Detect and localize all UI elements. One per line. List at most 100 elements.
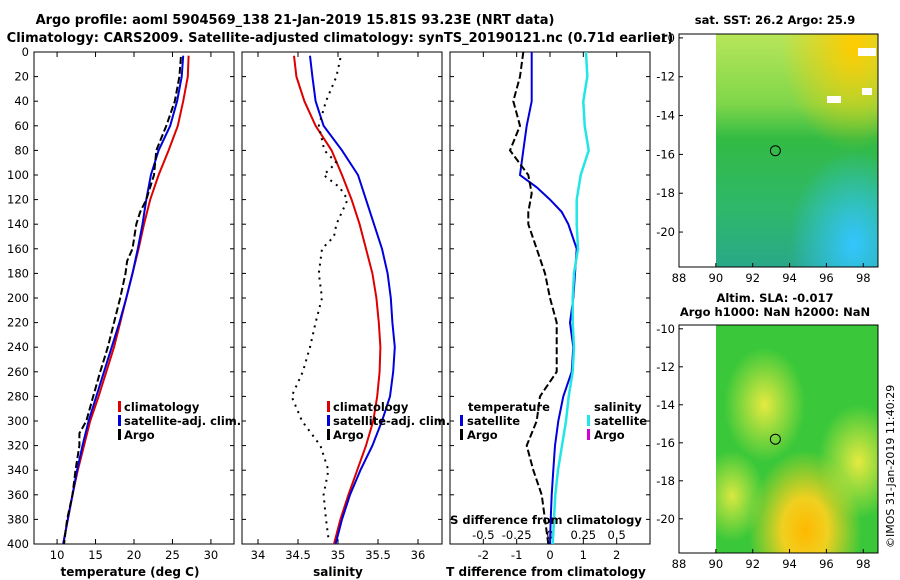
y-tick-label: 380: [7, 512, 29, 526]
x2-tick-label: 0.25: [571, 528, 597, 542]
map-x-tick-label: 96: [819, 271, 834, 285]
x-tick-label: 34: [251, 548, 266, 562]
y-tick-label: 340: [7, 463, 29, 477]
x2-tick-label: -0.25: [502, 528, 532, 542]
y-tick-label: 20: [14, 70, 29, 84]
difference-plot-frame: [449, 51, 651, 545]
sst-map: [678, 33, 879, 268]
legend-satellite: satellite-adj. clim.: [333, 414, 450, 428]
legend-swatch-satellite: [118, 415, 121, 426]
series-line-argo: [63, 56, 182, 545]
x-tick-label: 20: [127, 548, 142, 562]
legend-s-argo: Argo: [594, 428, 625, 442]
series-line-temperature-argo: [508, 51, 558, 545]
salinity-x-label: salinity: [313, 565, 363, 579]
legend-swatch-t-argo: [460, 429, 463, 440]
temperature-plot-frame: [33, 51, 235, 545]
legend-swatch-s-satellite: [587, 415, 590, 426]
difference-x2-label: S difference from climatology: [450, 513, 642, 527]
series-line-satellite-adj-clim-: [62, 55, 185, 545]
y-tick-label: 0: [22, 45, 29, 59]
legend-swatch-climatology: [327, 401, 330, 412]
map-x-tick-label: 98: [856, 271, 871, 285]
series-line-argo: [290, 57, 349, 539]
y-tick-label: 180: [7, 266, 29, 280]
temperature-x-label: temperature (deg C): [61, 565, 200, 579]
salinity-legend: climatology satellite-adj. clim. Argo: [327, 400, 450, 442]
series-line-temperature-satellite: [518, 52, 578, 545]
x2-tick-label: -0.5: [472, 528, 494, 542]
y-tick-label: 200: [7, 291, 29, 305]
sst-cloud-mask: [827, 96, 841, 103]
legend-t-satellite: satellite: [467, 414, 520, 428]
difference-x-label: T difference from climatology: [446, 565, 646, 579]
legend-climatology: climatology: [333, 400, 409, 414]
header-line-1: Argo profile: aoml 5904569_138 21-Jan-20…: [36, 13, 555, 28]
y-tick-label: 120: [7, 193, 29, 207]
legend-swatch-s-argo: [587, 429, 590, 440]
y-tick-label: 40: [14, 94, 29, 108]
map-y-tick-label: -16: [656, 147, 675, 161]
map-y-tick-label: -10: [656, 31, 675, 45]
y-tick-label: 80: [14, 143, 29, 157]
map-y-tick-label: -10: [656, 322, 675, 336]
legend-argo: Argo: [124, 428, 155, 442]
series-line-climatology: [293, 55, 382, 545]
map-x-tick-label: 94: [782, 557, 797, 571]
series-line-satellite-adj-clim-: [309, 55, 396, 545]
map-x-tick-label: 96: [819, 557, 834, 571]
x2-tick-label: 0.5: [608, 528, 626, 542]
x-tick-label: 35.5: [365, 548, 391, 562]
legend-t-argo: Argo: [467, 428, 498, 442]
sst-cloud-mask: [862, 88, 872, 95]
header-line-2: Climatology: CARS2009. Satellite-adjuste…: [7, 31, 674, 46]
y-tick-label: 100: [7, 168, 29, 182]
imos-credit: ©IMOS 31-Jan-2019 11:40:29: [884, 385, 897, 548]
x-tick-label: -1: [511, 548, 522, 562]
map-x-tick-label: 98: [856, 557, 871, 571]
y-tick-label: 300: [7, 414, 29, 428]
sla-map-title: Altim. SLA: -0.017: [716, 291, 833, 305]
x-tick-label: 2: [613, 548, 620, 562]
x-tick-label: 30: [204, 548, 219, 562]
map-x-tick-label: 94: [782, 271, 797, 285]
x-tick-label: 0: [546, 548, 553, 562]
x-tick-label: 1: [580, 548, 587, 562]
legend-title-salinity: salinity: [594, 400, 642, 414]
legend-argo: Argo: [333, 428, 364, 442]
legend-swatch-argo: [327, 429, 330, 440]
x-tick-label: 36: [411, 548, 426, 562]
y-tick-label: 360: [7, 488, 29, 502]
map-y-tick-label: -12: [656, 360, 675, 374]
y-tick-label: 220: [7, 316, 29, 330]
legend-satellite: satellite-adj. clim.: [124, 414, 241, 428]
series-line-salinity-satellite: [551, 51, 590, 545]
y-tick-label: 140: [7, 217, 29, 231]
map-x-tick-label: 90: [709, 271, 724, 285]
argo-location-marker: [769, 145, 781, 157]
legend-swatch-argo: [118, 429, 121, 440]
x-tick-label: 25: [165, 548, 180, 562]
map-y-tick-label: -18: [656, 186, 675, 200]
map-x-tick-label: 90: [709, 557, 724, 571]
sla-map: [678, 324, 879, 554]
sst-cloud-mask: [858, 48, 876, 56]
x-tick-label: 10: [50, 548, 65, 562]
map-y-tick-label: -14: [656, 109, 675, 123]
y-tick-label: 240: [7, 340, 29, 354]
y-tick-label: 280: [7, 389, 29, 403]
legend-s-satellite: satellite: [594, 414, 647, 428]
y-tick-label: 160: [7, 242, 29, 256]
x-tick-label: -2: [478, 548, 489, 562]
legend-swatch-t-satellite: [460, 415, 463, 426]
legend-swatch-satellite: [327, 415, 330, 426]
map-y-tick-label: -18: [656, 474, 675, 488]
y-tick-label: 60: [14, 119, 29, 133]
argo-location-marker: [769, 433, 781, 445]
map-y-tick-label: -14: [656, 398, 675, 412]
legend-swatch-climatology: [118, 401, 121, 412]
map-x-tick-label: 88: [672, 271, 687, 285]
y-tick-label: 260: [7, 365, 29, 379]
sla-map-subtitle: Argo h1000: NaN h2000: NaN: [680, 305, 870, 319]
